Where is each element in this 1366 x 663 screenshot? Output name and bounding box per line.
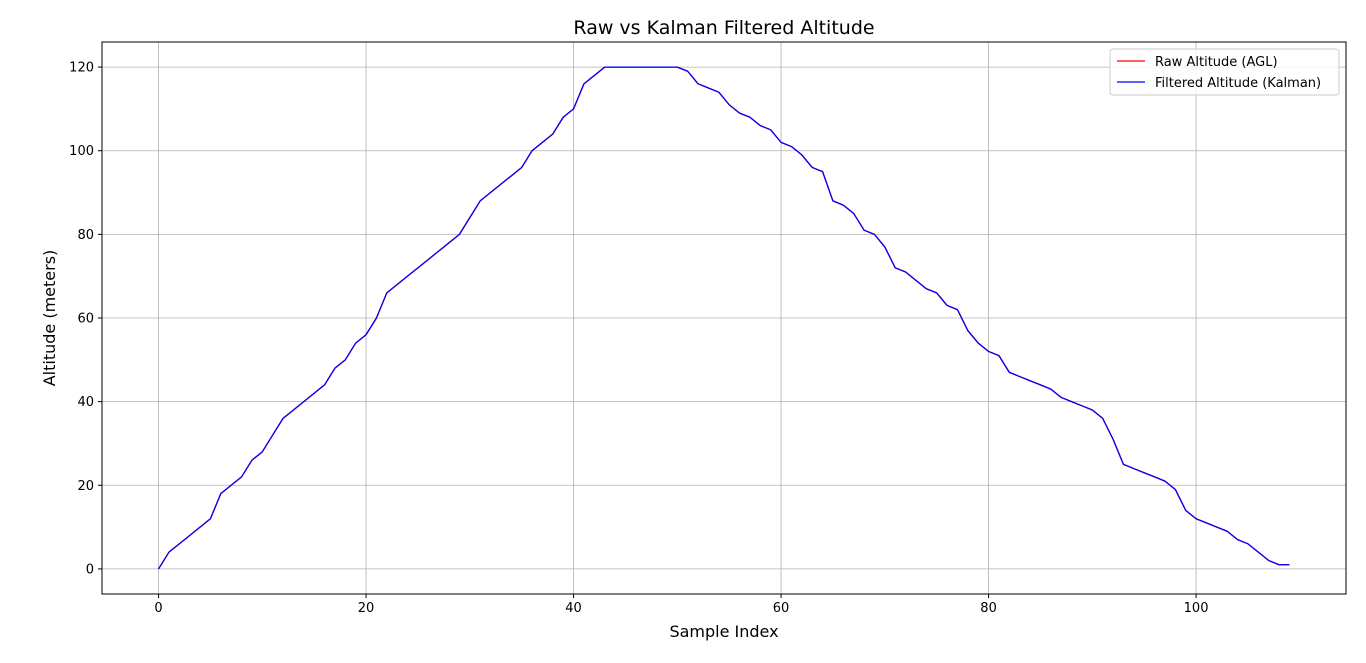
- axis-ticks: 0 20 40 60 80 100 0 20 40 60 80 100 120: [69, 61, 1208, 616]
- y-tick-label: 120: [69, 61, 94, 76]
- y-axis-label: Altitude (meters): [40, 250, 59, 387]
- filtered-altitude-line: [157, 66, 1290, 570]
- y-tick-label: 80: [77, 228, 94, 243]
- y-tick-label: 40: [77, 395, 94, 410]
- y-tick-label: 0: [86, 562, 94, 577]
- y-tick-label: 20: [77, 479, 94, 494]
- legend-label-raw: Raw Altitude (AGL): [1155, 55, 1278, 70]
- x-tick-label: 20: [358, 601, 375, 616]
- x-tick-label: 0: [154, 601, 162, 616]
- y-tick-label: 60: [77, 312, 94, 327]
- chart-title: Raw vs Kalman Filtered Altitude: [573, 17, 874, 39]
- legend: Raw Altitude (AGL) Filtered Altitude (Ka…: [1109, 48, 1340, 96]
- legend-label-filtered: Filtered Altitude (Kalman): [1155, 76, 1321, 91]
- legend-box: [1109, 48, 1340, 96]
- x-tick-label: 60: [773, 601, 790, 616]
- series-lines: [157, 66, 1290, 570]
- x-tick-label: 80: [980, 601, 997, 616]
- x-tick-label: 40: [565, 601, 582, 616]
- x-tick-label: 100: [1184, 601, 1209, 616]
- y-tick-label: 100: [69, 144, 94, 159]
- x-axis-label: Sample Index: [669, 622, 778, 641]
